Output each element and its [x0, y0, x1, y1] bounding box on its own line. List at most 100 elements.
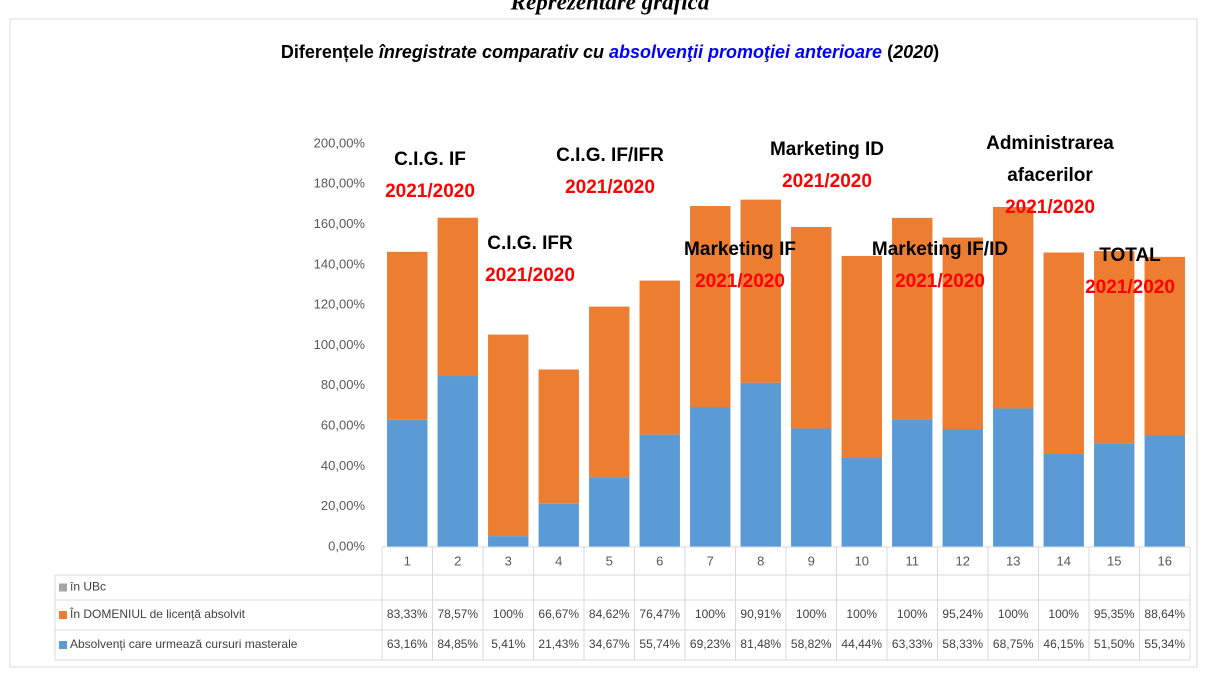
data-label: 100% [695, 607, 726, 621]
bar-segment [488, 536, 529, 547]
y-tick-label: 40,00% [321, 458, 366, 473]
bar-segment [437, 217, 478, 377]
data-label: 5,41% [491, 637, 525, 651]
y-tick-label: 180,00% [314, 176, 366, 191]
title-part: Diferențele [281, 42, 379, 62]
annotation-sub: 2021/2020 [1085, 277, 1175, 298]
annotation-sub: 2021/2020 [782, 171, 872, 192]
data-label: 34,67% [589, 637, 630, 651]
annotation-sub: 2021/2020 [695, 271, 785, 292]
x-tick-label: 7 [707, 553, 714, 568]
bar-segment [1094, 443, 1135, 547]
y-tick-label: 80,00% [321, 377, 366, 392]
bar-segment [791, 226, 832, 429]
data-label: 100% [493, 607, 524, 621]
data-label: 83,33% [387, 607, 428, 621]
y-tick-label: 200,00% [314, 135, 366, 150]
bar-segment [841, 457, 882, 547]
bar-segment [1043, 454, 1084, 547]
y-tick-label: 120,00% [314, 297, 366, 312]
bar-segment [942, 429, 983, 547]
bar-segment [892, 419, 933, 547]
bar-segment [589, 477, 630, 547]
y-tick-label: 100,00% [314, 337, 366, 352]
bar-segment [639, 280, 680, 435]
bar-segment [740, 199, 781, 383]
data-label: 55,34% [1144, 637, 1185, 651]
bar-segment [942, 237, 983, 430]
annotation-label: TOTAL [1099, 245, 1161, 266]
x-tick-label: 3 [505, 553, 512, 568]
data-label: 63,16% [387, 637, 428, 651]
bar-segment [1094, 251, 1135, 444]
y-tick-label: 140,00% [314, 256, 366, 271]
x-tick-label: 4 [555, 553, 562, 568]
bar-segment [538, 503, 579, 547]
bar-segment [740, 382, 781, 547]
x-tick-label: 2 [454, 553, 461, 568]
x-tick-label: 6 [656, 553, 663, 568]
x-tick-label: 5 [606, 553, 613, 568]
annotation-sub: 2021/2020 [385, 181, 475, 202]
data-label: 100% [1048, 607, 1079, 621]
annotation-label: Marketing IF [684, 239, 796, 260]
x-tick-label: 14 [1057, 553, 1071, 568]
bar-segment [538, 369, 579, 504]
data-label: 95,24% [942, 607, 983, 621]
data-label: 100% [796, 607, 827, 621]
y-tick-label: 0,00% [328, 538, 365, 553]
data-label: 51,50% [1094, 637, 1135, 651]
annotation-label: C.I.G. IF [394, 149, 466, 170]
data-label: 90,91% [740, 607, 781, 621]
data-label: 84,62% [589, 607, 630, 621]
x-tick-label: 8 [757, 553, 764, 568]
annotation-sub: 2021/2020 [1005, 197, 1095, 218]
annotation-sub: 2021/2020 [485, 265, 575, 286]
data-label: 58,82% [791, 637, 832, 651]
annotation-label: Marketing IF/ID [872, 239, 1008, 260]
bar-segment [1043, 252, 1084, 455]
x-tick-label: 15 [1107, 553, 1121, 568]
data-label: 88,64% [1144, 607, 1185, 621]
x-tick-label: 1 [404, 553, 411, 568]
data-label: 63,33% [892, 637, 933, 651]
data-label: 100% [998, 607, 1029, 621]
bar-segment [993, 408, 1034, 547]
data-label: 21,43% [538, 637, 579, 651]
x-tick-label: 12 [956, 553, 970, 568]
legend-swatch [59, 641, 67, 649]
legend-swatch [59, 583, 67, 592]
bar-segment [1144, 256, 1185, 436]
chart-title: Diferențele înregistrate comparativ cu a… [281, 42, 939, 62]
data-label: 95,35% [1094, 607, 1135, 621]
data-label: 84,85% [437, 637, 478, 651]
bar-segment [387, 251, 428, 420]
data-label: 58,33% [942, 637, 983, 651]
legend-label: În DOMENIUL de licență absolvit [69, 606, 246, 621]
annotation-sub: 2021/2020 [565, 177, 655, 198]
bar-segment [892, 217, 933, 420]
data-label: 46,15% [1043, 637, 1084, 651]
bar-segment [639, 434, 680, 547]
annotation-label: Marketing ID [770, 139, 884, 160]
annotation-label: C.I.G. IFR [487, 233, 573, 254]
bar-segment [791, 428, 832, 547]
bar-segment [387, 419, 428, 547]
data-label: 66,67% [538, 607, 579, 621]
data-label: 76,47% [639, 607, 680, 621]
title-part: 2020 [892, 42, 933, 62]
legend-swatch [59, 611, 67, 619]
title-part: absolvenţii promoţiei anterioare [609, 42, 882, 62]
x-tick-label: 11 [906, 553, 920, 568]
data-label: 78,57% [437, 607, 478, 621]
data-label: 68,75% [993, 637, 1034, 651]
data-label: 100% [846, 607, 877, 621]
annotation-label: Administrarea [986, 133, 1114, 154]
bar-segment [690, 407, 731, 547]
data-label: 100% [897, 607, 928, 621]
x-tick-label: 13 [1006, 553, 1020, 568]
bar-segment [993, 206, 1034, 409]
y-tick-label: 160,00% [314, 216, 366, 231]
